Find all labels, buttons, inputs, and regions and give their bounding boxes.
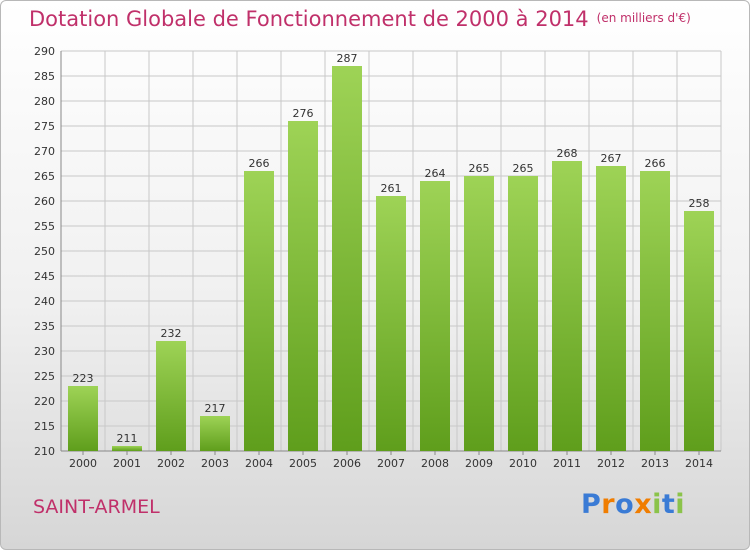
y-tick-label: 270 (34, 145, 55, 158)
data-label: 287 (337, 52, 358, 65)
chart-title: Dotation Globale de Fonctionnement de 20… (29, 7, 691, 31)
data-label: 267 (601, 152, 622, 165)
y-tick-label: 225 (34, 370, 55, 383)
logo-letter: o (615, 489, 635, 520)
x-tick-label: 2003 (201, 457, 229, 470)
bar-2008 (420, 181, 450, 451)
bar-2003 (200, 416, 230, 451)
bar-2002 (156, 341, 186, 451)
y-tick-label: 215 (34, 420, 55, 433)
data-label: 232 (161, 327, 182, 340)
data-label: 265 (513, 162, 534, 175)
y-tick-labels: 210 215 220 225 230 235 240 245 250 255 260 265 270 2… (34, 45, 55, 458)
y-tick-label: 290 (34, 45, 55, 58)
data-labels: 223 211 232 217 266 276 287 261 264 265 265 268 267 2… (73, 52, 710, 445)
data-label: 258 (689, 197, 710, 210)
bar-2012 (596, 166, 626, 451)
x-tick-label: 2004 (245, 457, 273, 470)
x-tick-label: 2000 (69, 457, 97, 470)
x-tick-label: 2013 (641, 457, 669, 470)
data-label: 268 (557, 147, 578, 160)
y-tick-label: 230 (34, 345, 55, 358)
y-tick-label: 265 (34, 170, 55, 183)
logo-letter: P (581, 489, 602, 520)
x-tick-label: 2014 (685, 457, 713, 470)
data-label: 276 (293, 107, 314, 120)
data-label: 265 (469, 162, 490, 175)
y-tick-label: 260 (34, 195, 55, 208)
x-tick-label: 2011 (553, 457, 581, 470)
x-tick-label: 2006 (333, 457, 361, 470)
y-tick-label: 210 (34, 445, 55, 458)
chart-title-text: Dotation Globale de Fonctionnement de 20… (29, 7, 589, 31)
y-tick-label: 250 (34, 245, 55, 258)
logo-letter: i (675, 489, 686, 520)
data-label: 223 (73, 372, 94, 385)
bar-2013 (640, 171, 670, 451)
x-tick-label: 2007 (377, 457, 405, 470)
chart-subtitle: (en milliers d'€) (596, 11, 691, 25)
bar-2010 (508, 176, 538, 451)
bar-2000 (68, 386, 98, 451)
bar-2004 (244, 171, 274, 451)
data-label: 217 (205, 402, 226, 415)
y-tick-label: 280 (34, 95, 55, 108)
data-label: 261 (381, 182, 402, 195)
x-tick-label: 2002 (157, 457, 185, 470)
y-tick-label: 240 (34, 295, 55, 308)
data-label: 211 (117, 432, 138, 445)
bar-2007 (376, 196, 406, 451)
bar-2009 (464, 176, 494, 451)
bar-2014 (684, 211, 714, 451)
y-tick-label: 235 (34, 320, 55, 333)
x-tick-label: 2005 (289, 457, 317, 470)
bar-2001 (112, 446, 142, 451)
data-label: 266 (249, 157, 270, 170)
bar-2005 (288, 121, 318, 451)
bar-2011 (552, 161, 582, 451)
y-tick-label: 275 (34, 120, 55, 133)
data-label: 264 (425, 167, 446, 180)
data-label: 266 (645, 157, 666, 170)
commune-name: SAINT-ARMEL (33, 496, 160, 518)
x-tick-label: 2012 (597, 457, 625, 470)
proxiti-logo: Proxiti (581, 489, 685, 520)
y-tick-label: 220 (34, 395, 55, 408)
x-tick-label: 2008 (421, 457, 449, 470)
y-tick-label: 255 (34, 220, 55, 233)
logo-letter: x (634, 489, 653, 520)
logo-letter: i (652, 489, 662, 520)
x-tick-labels: 2000 2001 2002 2003 2004 2005 2006 2007 2008 2009… (69, 457, 713, 470)
y-tick-label: 285 (34, 70, 55, 83)
logo-letter: t (661, 489, 676, 520)
x-tick-label: 2009 (465, 457, 493, 470)
x-tick-label: 2010 (509, 457, 537, 470)
y-tick-label: 245 (34, 270, 55, 283)
bars (68, 66, 714, 451)
x-tick-label: 2001 (113, 457, 141, 470)
bar-2006 (332, 66, 362, 451)
logo-letter: r (601, 489, 616, 520)
